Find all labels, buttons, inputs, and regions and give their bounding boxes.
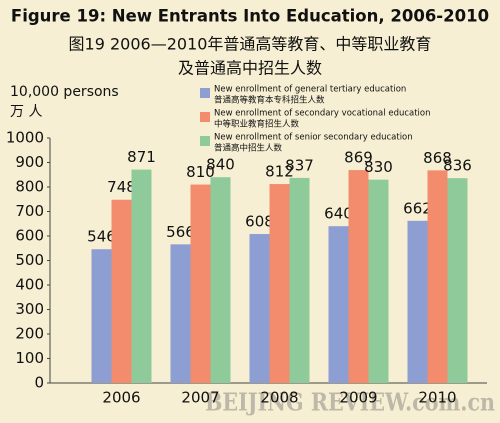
legend-swatch: [200, 112, 210, 122]
value-label: 546: [87, 228, 116, 246]
y-tick-label: 200: [15, 325, 44, 343]
value-label: 836: [443, 157, 472, 175]
y-axis-label: 万 人: [10, 104, 42, 120]
value-label: 868: [423, 149, 452, 167]
watermark: BEIJING REVIEW.com.cn: [205, 388, 495, 417]
bar: [427, 170, 448, 383]
y-tick-label: 300: [15, 300, 44, 318]
x-tick-label: 2008: [260, 389, 298, 407]
value-label: 640: [324, 205, 353, 223]
bar: [447, 178, 468, 383]
bar: [269, 184, 290, 383]
x-tick-label: 2009: [339, 389, 377, 407]
x-tick-label: 2007: [181, 389, 219, 407]
y-axis-label: 10,000 persons: [10, 84, 119, 100]
legend-swatch: [200, 88, 210, 98]
bar: [328, 226, 349, 383]
value-label: 840: [206, 156, 235, 174]
value-label: 837: [285, 156, 314, 174]
chart-title: Figure 19: New Entrants Into Education, …: [11, 7, 489, 26]
bar: [407, 220, 428, 383]
legend-label: 普通高等教育本专科招生人数: [214, 95, 325, 106]
chart-subtitle: 图19 2006—2010年普通高等教育、中等职业教育: [69, 35, 432, 54]
x-tick-label: 2006: [102, 389, 140, 407]
legend-label: 普通高中招生人数: [214, 143, 283, 154]
value-label: 810: [186, 163, 215, 181]
bar: [190, 184, 211, 383]
bar: [368, 179, 389, 383]
legend-swatch: [200, 136, 210, 146]
legend-label: 中等职业教育招生人数: [214, 119, 300, 130]
bar: [210, 177, 231, 383]
bar: [170, 244, 191, 383]
value-label: 608: [245, 213, 274, 231]
y-tick-label: 700: [15, 202, 44, 220]
legend-label: New enrollment of general tertiary educa…: [214, 85, 406, 95]
bar: [289, 177, 310, 383]
value-label: 566: [166, 223, 195, 241]
value-label: 662: [403, 199, 432, 217]
y-tick-label: 600: [15, 227, 44, 245]
bar: [249, 234, 270, 383]
y-tick-label: 100: [15, 349, 44, 367]
bar: [91, 249, 112, 383]
value-label: 830: [364, 158, 393, 176]
x-tick-label: 2010: [418, 389, 456, 407]
value-label: 812: [265, 163, 294, 181]
y-tick-label: 900: [15, 153, 44, 171]
value-label: 748: [107, 178, 136, 196]
y-tick-label: 0: [34, 374, 44, 392]
y-tick-label: 800: [15, 178, 44, 196]
value-label: 871: [127, 148, 156, 166]
legend-label: New enrollment of senior secondary educa…: [214, 133, 413, 143]
y-tick-label: 1000: [6, 129, 44, 147]
y-tick-label: 500: [15, 251, 44, 269]
bar: [348, 170, 369, 383]
value-label: 869: [344, 149, 373, 167]
y-tick-label: 400: [15, 276, 44, 294]
chart-subtitle: 及普通高中招生人数: [178, 59, 322, 78]
bar: [111, 199, 132, 383]
legend-label: New enrollment of secondary vocational e…: [214, 109, 431, 119]
bar: [131, 169, 152, 383]
